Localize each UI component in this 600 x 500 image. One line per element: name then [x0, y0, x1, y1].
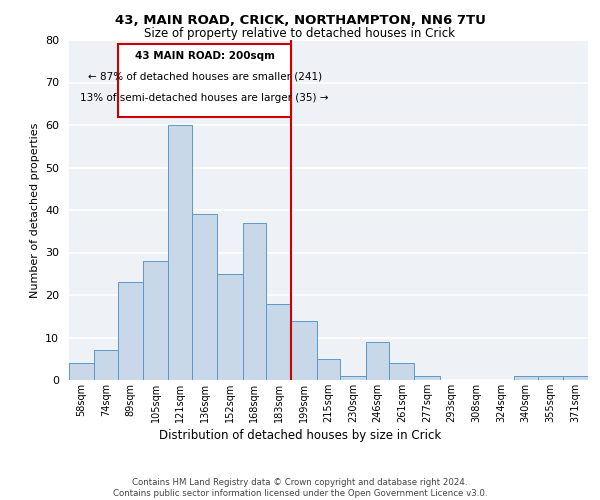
Text: Size of property relative to detached houses in Crick: Size of property relative to detached ho…: [145, 28, 455, 40]
Bar: [94, 350, 118, 380]
Bar: [192, 214, 217, 380]
Bar: [415, 376, 440, 380]
Bar: [538, 376, 563, 380]
Bar: [266, 304, 292, 380]
Bar: [514, 376, 538, 380]
Bar: [340, 376, 365, 380]
Text: 13% of semi-detached houses are larger (35) →: 13% of semi-detached houses are larger (…: [80, 93, 329, 103]
Bar: [217, 274, 242, 380]
Bar: [563, 376, 588, 380]
Text: 43, MAIN ROAD, CRICK, NORTHAMPTON, NN6 7TU: 43, MAIN ROAD, CRICK, NORTHAMPTON, NN6 7…: [115, 14, 485, 27]
Text: Distribution of detached houses by size in Crick: Distribution of detached houses by size …: [159, 430, 441, 442]
Bar: [365, 342, 389, 380]
FancyBboxPatch shape: [118, 44, 292, 117]
Bar: [317, 359, 340, 380]
Y-axis label: Number of detached properties: Number of detached properties: [29, 122, 40, 298]
Bar: [389, 363, 415, 380]
Bar: [169, 125, 192, 380]
Text: ← 87% of detached houses are smaller (241): ← 87% of detached houses are smaller (24…: [88, 72, 322, 82]
Text: Contains HM Land Registry data © Crown copyright and database right 2024.
Contai: Contains HM Land Registry data © Crown c…: [113, 478, 487, 498]
Bar: [69, 363, 94, 380]
Text: 43 MAIN ROAD: 200sqm: 43 MAIN ROAD: 200sqm: [134, 50, 275, 60]
Bar: [292, 320, 317, 380]
Bar: [242, 223, 266, 380]
Bar: [118, 282, 143, 380]
Bar: [143, 261, 169, 380]
